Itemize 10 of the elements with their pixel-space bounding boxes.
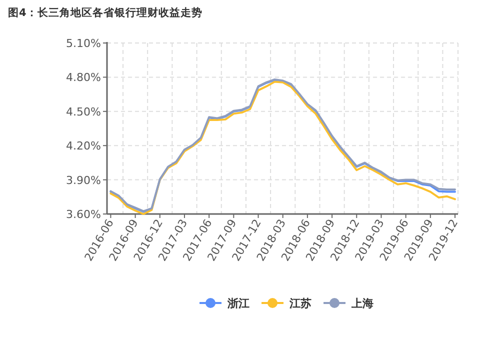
title: 图4：长三角地区各省银行理财收益走势 [8, 7, 202, 19]
legend-label: 江苏 [288, 297, 312, 310]
legend-label: 浙江 [226, 297, 250, 310]
y-tick-label: 3.90% [66, 174, 101, 187]
y-tick-label: 5.10% [66, 37, 101, 50]
legend-label: 上海 [350, 297, 374, 310]
y-tick-label: 4.50% [66, 105, 101, 118]
y-tick-label: 3.60% [66, 208, 101, 221]
y-tick-label: 4.80% [66, 71, 101, 84]
y-tick-label: 4.20% [66, 140, 101, 153]
